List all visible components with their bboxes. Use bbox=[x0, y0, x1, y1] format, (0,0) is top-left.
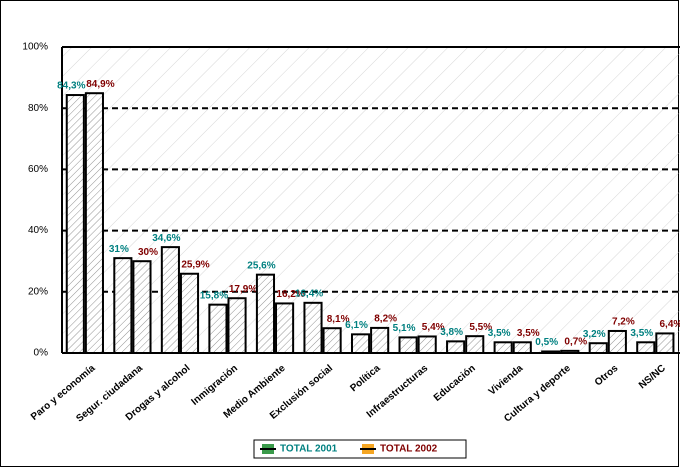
bar bbox=[636, 341, 656, 355]
value-label: 5,4% bbox=[422, 322, 445, 333]
bar bbox=[208, 303, 228, 355]
bar bbox=[541, 350, 561, 355]
bar bbox=[84, 92, 104, 355]
value-label: 3,5% bbox=[630, 328, 653, 339]
value-label: 5,1% bbox=[393, 323, 416, 334]
y-tick-label: 40% bbox=[28, 225, 48, 236]
value-label: 5,5% bbox=[469, 322, 492, 333]
value-label: 3,8% bbox=[440, 327, 463, 338]
bar bbox=[350, 333, 371, 355]
value-label: 3,5% bbox=[488, 328, 511, 339]
bar bbox=[113, 257, 133, 355]
bar bbox=[227, 297, 247, 355]
bar bbox=[493, 341, 513, 355]
bar bbox=[322, 327, 342, 354]
value-label: 0,5% bbox=[535, 337, 558, 348]
value-label: 7,2% bbox=[612, 317, 635, 328]
value-label: 6,4% bbox=[659, 319, 680, 330]
value-label: 3,2% bbox=[583, 329, 606, 340]
legend: TOTAL 2001 TOTAL 2002 bbox=[253, 439, 467, 459]
bar bbox=[370, 326, 390, 354]
bar bbox=[655, 332, 675, 354]
bar bbox=[560, 349, 580, 355]
value-label: 8,1% bbox=[327, 314, 350, 325]
bar bbox=[160, 246, 180, 354]
y-tick-label: 20% bbox=[28, 286, 48, 297]
value-label: 16,2% bbox=[276, 289, 304, 300]
bar bbox=[303, 301, 323, 355]
value-label: 25,9% bbox=[181, 259, 209, 270]
bar bbox=[398, 336, 418, 355]
y-tick-label: 0% bbox=[34, 348, 49, 359]
value-label: 34,6% bbox=[152, 233, 180, 244]
value-label: 16,4% bbox=[295, 288, 323, 299]
bar bbox=[255, 273, 276, 354]
y-tick-label: 80% bbox=[28, 103, 48, 114]
value-label: 6,1% bbox=[345, 320, 368, 331]
value-label: 31% bbox=[109, 244, 129, 255]
legend-label: TOTAL 2002 bbox=[380, 444, 438, 455]
bar bbox=[417, 335, 437, 355]
y-tick-label: 100% bbox=[22, 42, 48, 53]
value-label: 84,3% bbox=[57, 81, 85, 92]
bar bbox=[465, 335, 485, 355]
value-label: 25,6% bbox=[247, 260, 275, 271]
bar bbox=[446, 340, 466, 355]
value-label: 17,9% bbox=[229, 284, 257, 295]
bar bbox=[179, 272, 200, 354]
value-label: 0,7% bbox=[564, 336, 587, 347]
value-label: 84,9% bbox=[86, 79, 114, 90]
value-label: 15,8% bbox=[200, 290, 228, 301]
value-label: 8,2% bbox=[374, 314, 397, 325]
value-label: 3,5% bbox=[517, 328, 540, 339]
bar bbox=[607, 329, 627, 354]
bar bbox=[275, 302, 295, 355]
legend-label: TOTAL 2001 bbox=[280, 444, 338, 455]
value-label: 30% bbox=[138, 247, 158, 258]
bar bbox=[588, 342, 608, 355]
bar bbox=[132, 260, 152, 355]
bar bbox=[512, 341, 532, 355]
plot-area bbox=[62, 47, 680, 353]
bar bbox=[65, 94, 85, 355]
y-tick-label: 60% bbox=[28, 164, 48, 175]
